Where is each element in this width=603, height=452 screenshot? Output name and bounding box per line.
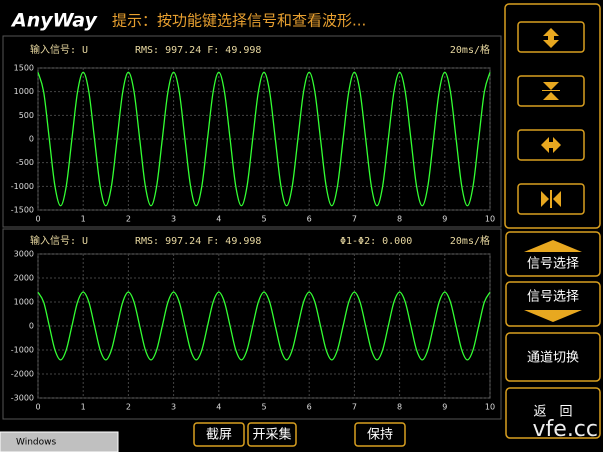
x-tick-label: 2 (126, 215, 131, 224)
phase-label: Φ1-Φ2: 0.000 (340, 236, 412, 247)
x-tick-label: 3 (171, 403, 176, 412)
icon (543, 28, 559, 48)
channel-button[interactable] (505, 332, 601, 382)
x-tick-label: 9 (442, 403, 447, 412)
x-tick-label: 4 (216, 403, 221, 412)
x-tick-label: 9 (442, 215, 447, 224)
x-tick-label: 0 (35, 403, 40, 412)
waveform (37, 71, 491, 207)
icon (541, 190, 561, 208)
x-tick-label: 4 (216, 215, 221, 224)
x-tick-label: 5 (261, 403, 266, 412)
x-tick-label: 1 (81, 403, 86, 412)
taskbar[interactable] (0, 431, 119, 452)
x-tick-label: 6 (307, 215, 312, 224)
x-tick-label: 0 (35, 215, 40, 224)
zoom-buttons (517, 21, 585, 215)
scale-label: 20ms/格 (450, 43, 490, 56)
logo: AnyWay (10, 10, 99, 32)
y-tick-label: -1000 (11, 182, 34, 191)
y-tick-label: -1500 (11, 206, 34, 215)
y-tick-label: 0 (29, 135, 34, 144)
signal-down-button[interactable] (505, 281, 601, 327)
icon (542, 82, 560, 100)
chart-frame (2, 35, 502, 228)
x-tick-label: 2 (126, 403, 131, 412)
y-tick-label: -500 (16, 158, 34, 167)
icon (524, 310, 582, 322)
measure-label: RMS: 997.24 F: 49.998 (135, 236, 261, 247)
button-label: 返 回 (533, 405, 572, 420)
button-label: 保持 (367, 428, 393, 443)
waveform (37, 291, 491, 361)
y-tick-label: -1000 (11, 346, 34, 355)
y-tick-label: 1000 (14, 298, 34, 307)
y-tick-label: 3000 (14, 250, 34, 259)
x-tick-label: 3 (171, 215, 176, 224)
chart-frame (2, 228, 502, 420)
zoom-panel (504, 3, 601, 229)
x-tick-label: 7 (352, 215, 357, 224)
x-tick-label: 5 (261, 215, 266, 224)
button-label: 通道切换 (527, 351, 579, 366)
y-tick-label: -3000 (11, 394, 34, 403)
screenshot-button[interactable] (193, 422, 245, 447)
y-tick-label: 0 (29, 322, 34, 331)
button-label: 信号选择 (527, 257, 579, 272)
y-tick-label: 1500 (14, 64, 34, 73)
x-tick-label: 7 (352, 403, 357, 412)
measure-label: RMS: 997.24 F: 49.998 (135, 45, 261, 56)
x-tick-label: 8 (397, 403, 402, 412)
hold-button[interactable] (354, 422, 406, 447)
x-tick-label: 1 (81, 215, 86, 224)
icon (524, 240, 582, 252)
watermark: vfe.cc (533, 417, 598, 442)
scale-label: 20ms/格 (450, 234, 490, 247)
button-label: 截屏 (206, 428, 232, 443)
x-tick-label: 10 (485, 403, 495, 412)
x-tick-label: 8 (397, 215, 402, 224)
y-tick-label: 500 (19, 111, 34, 120)
x-tick-label: 10 (485, 215, 495, 224)
y-tick-label: 2000 (14, 274, 34, 283)
icon (541, 137, 561, 153)
signal-label: 输入信号: U (30, 234, 88, 247)
y-tick-label: -2000 (11, 370, 34, 379)
button-label: 信号选择 (527, 290, 579, 305)
back-button[interactable] (505, 387, 601, 439)
acquire-button[interactable] (247, 422, 297, 447)
y-tick-label: 1000 (14, 87, 34, 96)
signal-up-button[interactable] (505, 231, 601, 277)
button-label: 开采集 (252, 427, 291, 443)
x-tick-label: 6 (307, 403, 312, 412)
hint: 提示：按功能键选择信号和查看波形... (112, 12, 366, 30)
signal-label: 输入信号: U (30, 43, 88, 56)
taskbar-label: Windows (16, 438, 56, 448)
